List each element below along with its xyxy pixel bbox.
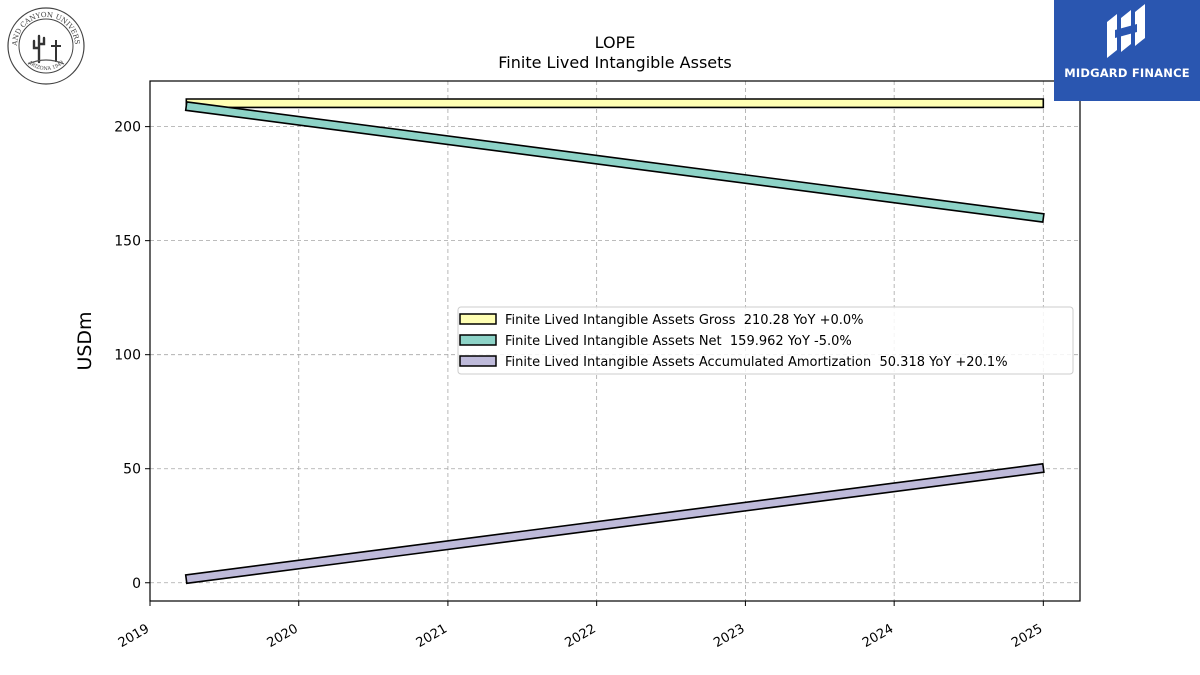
y-tick-label: 150 (114, 234, 141, 250)
series-line-1 (185, 98, 1045, 109)
x-tick-label: 2020 (265, 621, 301, 651)
legend-box (457, 306, 1074, 375)
y-axis-label: USDm (74, 311, 96, 370)
brand-name: MIDGARD FINANCE (1064, 66, 1190, 80)
y-tick-label: 200 (114, 120, 141, 136)
midgard-logo-icon (1107, 4, 1145, 58)
legend-entry: Finite Lived Intangible Assets Gross 210… (505, 313, 864, 328)
chart-subtitle: Finite Lived Intangible Assets (498, 53, 731, 72)
x-tick-label: 2024 (860, 621, 896, 651)
x-tick-label: 2023 (711, 621, 747, 651)
legend-entry: Finite Lived Intangible Assets Net 159.9… (505, 334, 852, 349)
y-tick-label: 50 (123, 462, 141, 478)
chart-title: LOPE (595, 33, 636, 52)
brand-logo: MIDGARD FINANCE (1054, 0, 1200, 101)
legend-swatch (459, 334, 497, 346)
grid (149, 81, 1080, 601)
legend-entry: Finite Lived Intangible Assets Accumulat… (505, 355, 1008, 370)
y-tick-label: 100 (114, 348, 141, 364)
university-seal-icon: GRAND CANYON UNIVERSITY ARIZONA 1949 (3, 0, 86, 86)
legend-swatch (459, 313, 497, 325)
x-tick-label: 2021 (414, 621, 450, 651)
series-line-3 (184, 462, 1045, 585)
legend-swatch (459, 355, 497, 367)
y-tick-label: 0 (132, 576, 141, 592)
legend: Finite Lived Intangible Assets Gross 210… (457, 306, 1074, 375)
series-layer (184, 98, 1045, 585)
x-tick-label: 2022 (563, 621, 599, 651)
series-line-2 (184, 101, 1045, 223)
x-tick-label: 2025 (1009, 621, 1045, 651)
plot-frame (149, 80, 1081, 602)
x-tick-label: 2019 (116, 621, 152, 651)
